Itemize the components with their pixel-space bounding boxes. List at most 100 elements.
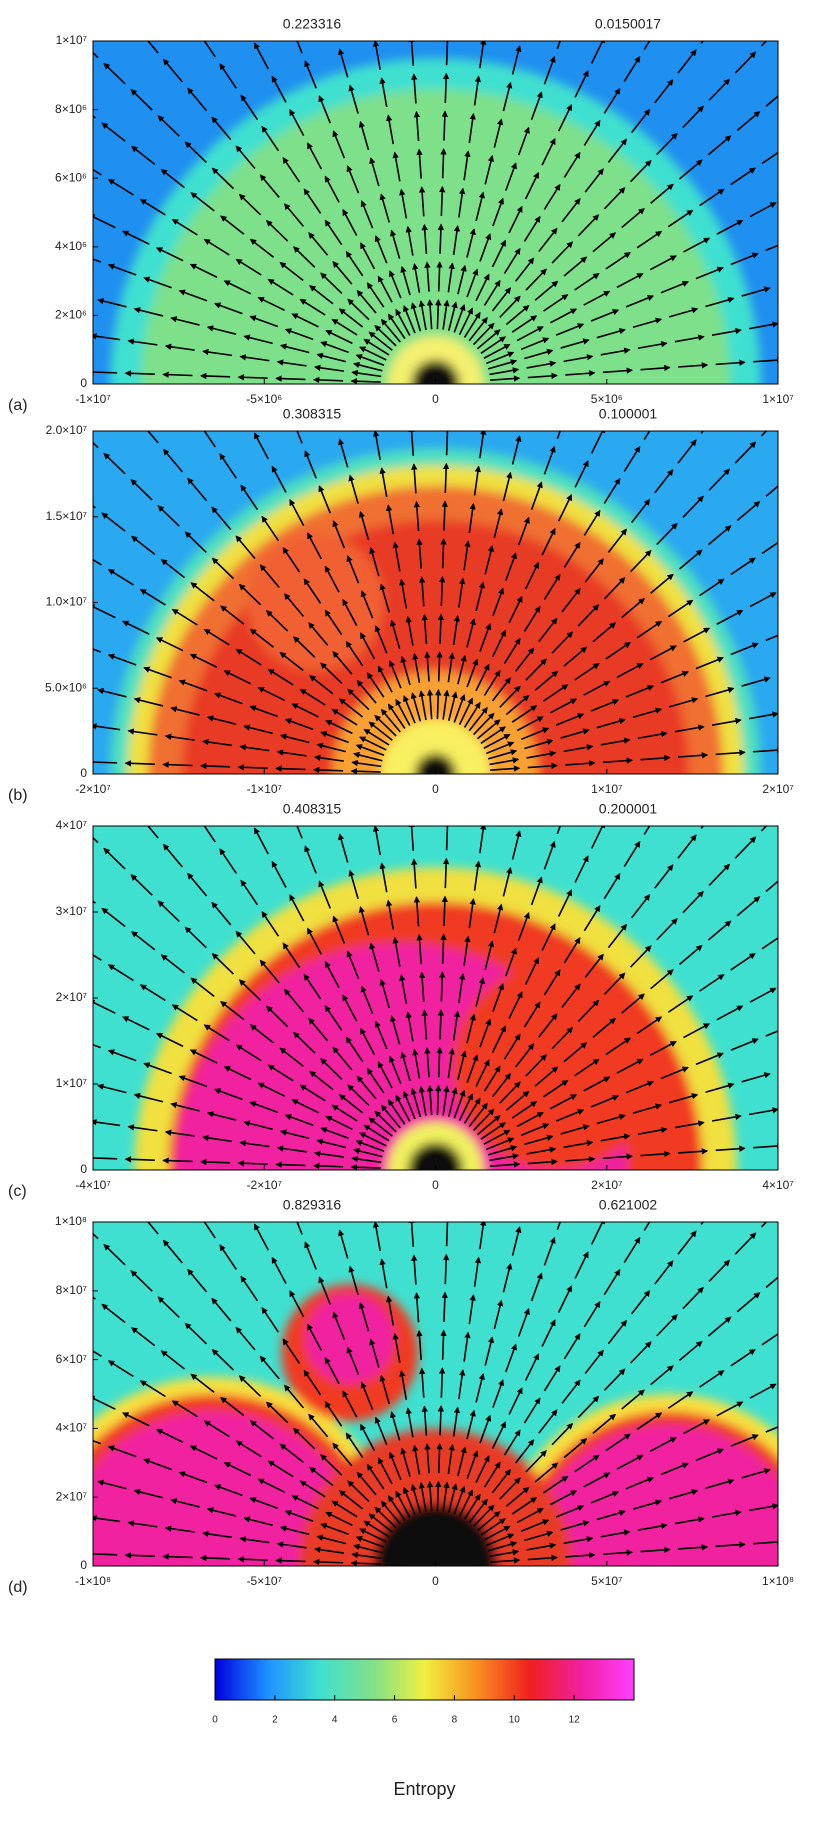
velocity-arrow [249,705,279,718]
velocity-arrow [707,135,732,156]
velocity-arrow [530,876,543,906]
velocity-arrow [791,1143,815,1145]
velocity-arrow [235,535,256,560]
velocity-arrow [356,1471,377,1496]
velocity-arrow [522,794,529,822]
velocity-arrow [0,368,4,369]
velocity-arrow [45,140,70,155]
velocity-arrow [312,1162,344,1170]
x-tick-label: 1×10⁸ [762,1574,794,1588]
velocity-arrow [563,1140,594,1149]
velocity-arrow [392,541,401,572]
velocity-arrow [347,298,370,321]
velocity-arrow [387,313,406,339]
velocity-arrow [590,41,605,64]
velocity-arrow [214,1484,243,1497]
velocity-arrow [324,219,343,246]
velocity-arrow [408,1222,415,1247]
y-tick-label: 6×10⁶ [55,170,87,184]
velocity-arrow [13,510,38,525]
velocity-arrow [563,151,581,178]
velocity-arrow [155,1032,184,1048]
velocity-arrow [555,713,585,726]
velocity-arrow [275,765,306,772]
velocity-arrow [143,666,172,679]
velocity-arrow [574,663,600,681]
velocity-arrow [596,718,626,729]
velocity-arrow [403,695,416,724]
velocity-arrow [0,272,17,279]
velocity-arrow [556,826,562,835]
velocity-arrow [162,761,193,768]
x-tick-label: -1×10⁷ [75,392,110,406]
velocity-arrow [380,318,401,343]
velocity-arrow [409,0,411,28]
velocity-arrow [522,1190,529,1218]
velocity-arrow [565,760,596,767]
velocity-arrow [724,1172,742,1195]
velocity-arrow [630,498,651,524]
velocity-arrow [190,192,215,212]
velocity-arrow [760,826,768,832]
velocity-arrow [708,863,731,886]
velocity-arrow [338,833,349,863]
velocity-arrow [441,895,449,926]
velocity-arrow [122,620,150,635]
velocity-arrow [276,749,307,757]
velocity-arrow [320,1058,343,1080]
velocity-arrow [605,251,631,270]
velocity-arrow [505,1486,530,1507]
velocity-arrow [486,1533,515,1547]
velocity-arrow [715,359,746,366]
velocity-arrow [147,826,159,839]
velocity-arrow [438,1367,446,1398]
velocity-arrow [563,541,581,568]
velocity-arrow [338,698,364,718]
velocity-arrow [107,1360,134,1378]
velocity-arrow [424,261,431,292]
velocity-arrow [480,726,506,744]
velocity-arrow [640,1546,671,1554]
velocity-arrow [786,317,815,322]
velocity-arrow [101,1303,126,1324]
velocity-arrow [716,219,744,235]
velocity-arrow [525,1054,547,1077]
annotation: 0.621002 [599,1197,658,1213]
y-tick-label: 2.0×10⁷ [46,423,87,437]
velocity-arrow [374,625,388,654]
y-tick-label: 4×10⁷ [56,818,87,832]
velocity-arrow [590,431,605,454]
velocity-arrow [309,675,334,695]
velocity-arrow [435,298,442,330]
velocity-arrow [203,1420,230,1438]
velocity-arrow [524,1530,554,1542]
velocity-arrow [523,1397,541,1424]
velocity-arrow [468,316,488,342]
velocity-arrow [275,375,306,382]
velocity-arrow [760,431,768,437]
field [0,794,815,1170]
velocity-arrow [570,0,580,13]
velocity-arrow [765,1426,778,1433]
velocity-arrow [0,1550,4,1551]
velocity-arrow [749,321,778,330]
velocity-arrow [93,1154,118,1162]
velocity-arrow [211,506,232,531]
velocity-arrow [0,1058,17,1065]
velocity-arrow [162,371,193,378]
velocity-arrow [788,0,808,19]
x-tick-label: -5×10⁶ [246,392,282,406]
velocity-arrow [592,622,617,643]
velocity-arrow [413,500,421,532]
velocity-arrow [338,438,349,468]
velocity-arrow [143,1062,172,1075]
velocity-arrow [162,843,183,868]
velocity-arrow [124,370,155,377]
velocity-arrow [351,759,382,768]
velocity-arrow [124,1552,155,1559]
velocity-arrow [600,347,631,356]
velocity-arrow [479,623,492,652]
velocity-arrow [240,484,259,510]
velocity-arrow [485,392,489,421]
velocity-arrow [0,320,8,324]
